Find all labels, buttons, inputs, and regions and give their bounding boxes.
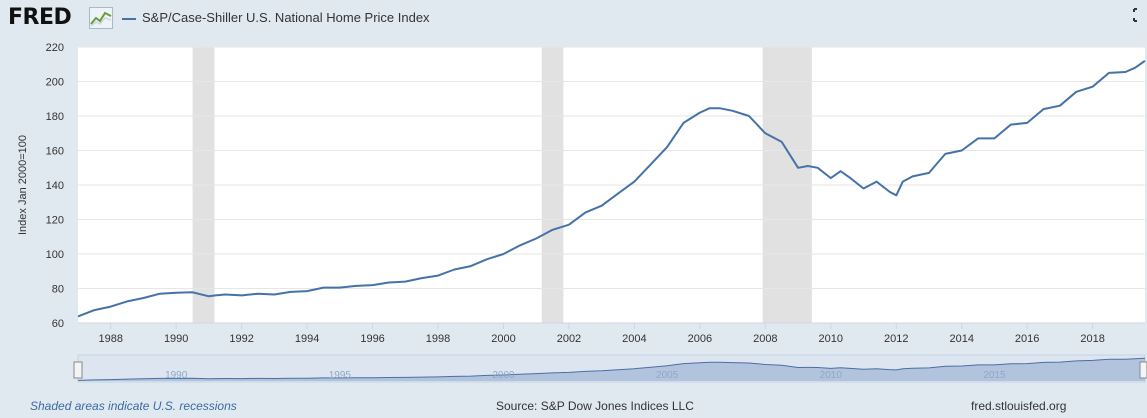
chart-svg: 1988 1990 1992 1994 1996 1998 2000 2002 2004 2006…	[17, 42, 1147, 383]
navigator-label: 2000	[492, 370, 515, 381]
fred-logo[interactable]: FRED	[8, 5, 72, 30]
x-tick-label: 2002	[557, 333, 581, 345]
x-tick-label: 1994	[295, 333, 319, 345]
x-tick-label: 2004	[622, 333, 646, 345]
chart-header: FRED S&P/Case-Shiller U.S. National Home…	[0, 0, 1147, 38]
recession-note[interactable]: Shaded areas indicate U.S. recessions	[30, 399, 237, 413]
y-tick-label: 180	[46, 111, 64, 123]
navigator-series-area	[78, 358, 1145, 381]
navigator-left-handle[interactable]	[73, 361, 83, 379]
y-tick-label: 120	[46, 215, 64, 227]
x-tick-label: 2010	[819, 333, 843, 345]
x-tick-label: 1996	[360, 333, 384, 345]
y-tick-label: 140	[46, 180, 64, 192]
legend[interactable]: S&P/Case-Shiller U.S. National Home Pric…	[122, 10, 430, 25]
x-tick-label: 1992	[229, 333, 253, 345]
source-text: Source: S&P Dow Jones Indices LLC	[496, 399, 694, 413]
x-tick-label: 2006	[688, 333, 712, 345]
navigator-label: 2010	[820, 370, 843, 381]
x-tick-label: 2008	[753, 333, 777, 345]
site-link[interactable]: fred.stlouisfed.org	[971, 399, 1067, 413]
x-tick-label: 2012	[884, 333, 908, 345]
y-tick-label: 100	[46, 249, 64, 261]
x-tick-label: 2018	[1080, 333, 1104, 345]
x-tick-label: 2014	[949, 333, 973, 345]
y-tick-label: 200	[46, 77, 64, 89]
series-line[interactable]	[77, 59, 1146, 318]
x-tick-label: 1998	[426, 333, 450, 345]
x-tick-label: 1988	[98, 333, 122, 345]
navigator-series-line	[77, 357, 1146, 381]
navigator-label: 2005	[656, 370, 679, 381]
x-tick-label: 2000	[491, 333, 515, 345]
x-tick-label: 1990	[164, 333, 188, 345]
y-tick-label: 60	[52, 318, 64, 330]
x-tick-label: 2016	[1015, 333, 1039, 345]
navigator-label: 2015	[983, 370, 1006, 381]
navigator-right-handle[interactable]	[1139, 361, 1147, 379]
y-axis-label: Index Jan 2000=100	[17, 135, 29, 235]
navigator-label: 1995	[329, 370, 352, 381]
y-tick-label: 220	[46, 42, 64, 54]
y-tick-label: 80	[52, 284, 64, 296]
fred-graph-icon	[89, 7, 113, 29]
legend-swatch	[122, 17, 136, 20]
fullscreen-icon[interactable]	[1133, 8, 1145, 22]
navigator-label: 1990	[165, 370, 188, 381]
y-tick-label: 160	[46, 146, 64, 158]
legend-label: S&P/Case-Shiller U.S. National Home Pric…	[142, 10, 430, 25]
